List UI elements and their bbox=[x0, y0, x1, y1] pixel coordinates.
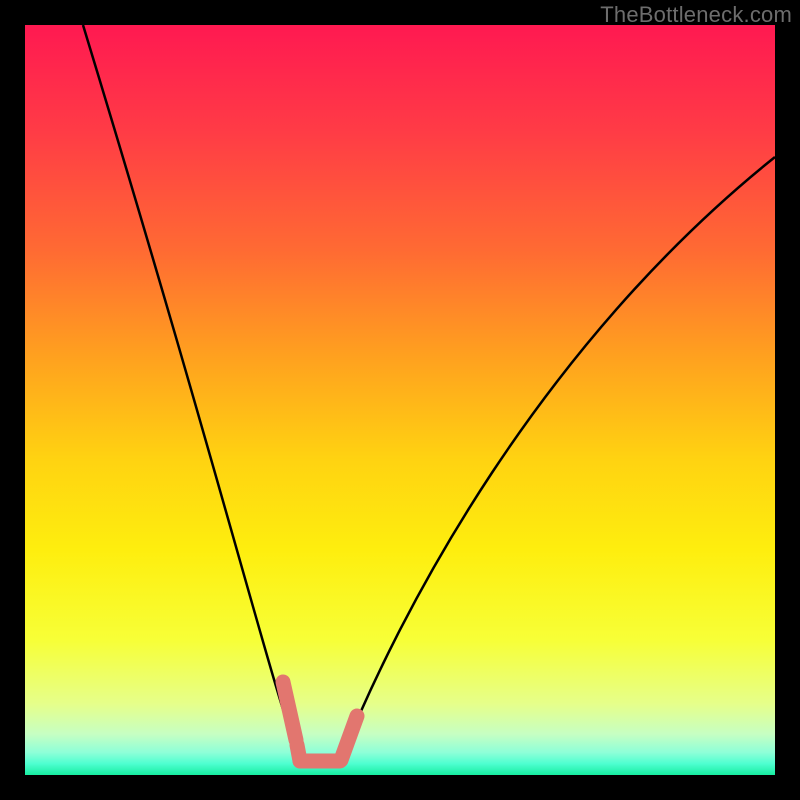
chart-svg bbox=[0, 0, 800, 800]
plot-area bbox=[25, 25, 775, 775]
chart-container: TheBottleneck.com bbox=[0, 0, 800, 800]
watermark-text: TheBottleneck.com bbox=[600, 2, 792, 28]
